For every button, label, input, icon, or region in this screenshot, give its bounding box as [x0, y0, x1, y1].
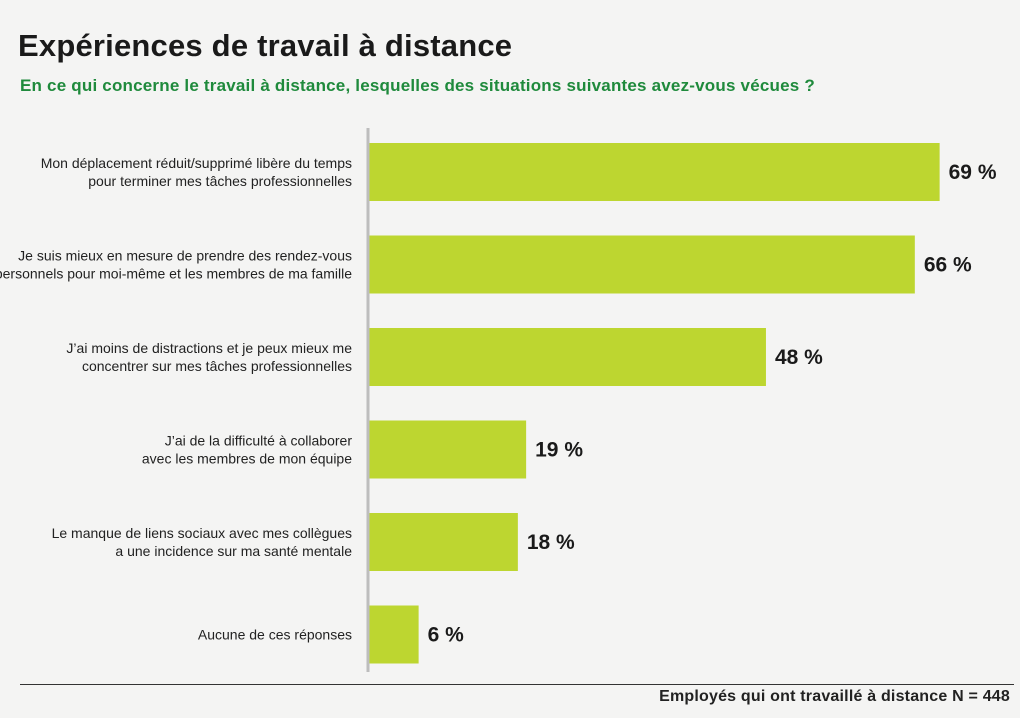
category-label-5: Le manque de liens sociaux avec mes coll…: [52, 525, 353, 559]
category-label-line: J’ai moins de distractions et je peux mi…: [66, 340, 352, 356]
bar-5: [369, 513, 518, 571]
value-label-1: 69 %: [949, 161, 997, 184]
category-label-1: Mon déplacement réduit/supprimé libère d…: [41, 155, 352, 189]
value-label-6: 6 %: [428, 624, 465, 647]
bar-2: [369, 235, 915, 294]
bar-3: [369, 328, 766, 386]
value-label-2: 66 %: [924, 254, 972, 277]
bars-group: 69 % Mon déplacement réduit/supprimé libè…: [0, 143, 997, 664]
category-label-3: J’ai moins de distractions et je peux mi…: [66, 340, 352, 374]
footnote: Employés qui ont travaillé à distance N …: [659, 688, 1010, 705]
chart-title: Expériences de travail à distance: [18, 28, 513, 63]
category-label-line: personnels pour moi-même et les membres …: [0, 266, 352, 282]
bar-6: [369, 605, 419, 664]
value-label-5: 18 %: [527, 531, 575, 554]
category-label-line: J’ai de la difficulté à collaborer: [165, 433, 353, 449]
category-label-line: a une incidence sur ma santé mentale: [115, 543, 352, 559]
category-label-6: Aucune de ces réponses: [198, 627, 352, 643]
category-label-line: avec les membres de mon équipe: [142, 451, 352, 467]
category-label-line: Aucune de ces réponses: [198, 627, 352, 643]
footer-divider: [20, 684, 1014, 685]
bar-4: [369, 420, 527, 479]
category-label-line: concentrer sur mes tâches professionnell…: [82, 358, 352, 374]
value-label-4: 19 %: [535, 439, 583, 462]
chart-subtitle: En ce qui concerne le travail à distance…: [20, 76, 815, 95]
category-label-2: Je suis mieux en mesure de prendre des r…: [0, 248, 352, 282]
category-label-4: J’ai de la difficulté à collaborer avec l…: [142, 433, 352, 467]
value-label-3: 48 %: [775, 346, 823, 369]
category-label-line: Le manque de liens sociaux avec mes coll…: [52, 525, 352, 541]
category-label-line: pour terminer mes tâches professionnelle…: [88, 173, 352, 189]
bar-1: [369, 143, 940, 201]
category-label-line: Mon déplacement réduit/supprimé libère d…: [41, 155, 352, 171]
category-label-line: Je suis mieux en mesure de prendre des r…: [18, 248, 352, 264]
